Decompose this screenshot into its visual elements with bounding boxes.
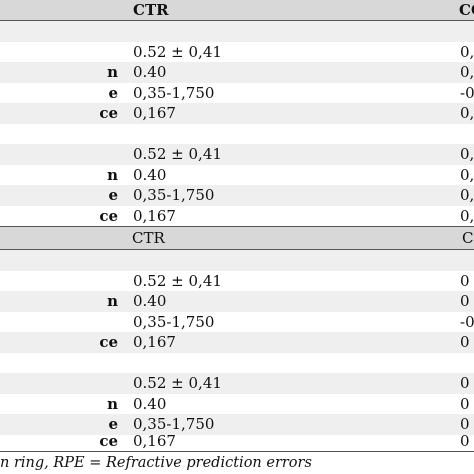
- table-row: e 0,35-1,750 0,: [0, 185, 474, 206]
- cell-col3: 0,: [460, 63, 474, 81]
- table-row: 0.52 ± 0,41 0: [0, 373, 474, 394]
- row-label: n: [107, 394, 118, 413]
- table-header-row: CTR CO: [0, 0, 474, 21]
- table-row: n 0.40 0,: [0, 165, 474, 186]
- header-col3-2: C: [462, 229, 474, 247]
- cell-ctr: 0,167: [133, 333, 176, 351]
- row-label: e: [108, 83, 118, 102]
- cell-col3: 0,: [460, 145, 474, 163]
- row-label: e: [108, 186, 118, 204]
- table-row: 0.52 ± 0,41 0,: [0, 144, 474, 165]
- row-label: n: [107, 292, 118, 310]
- table-row: ce 0,167 0,: [0, 206, 474, 227]
- table-row: [0, 250, 474, 271]
- header-rule-2: [0, 249, 474, 250]
- cell-ctr: 0.40: [133, 63, 167, 81]
- row-label: ce: [99, 333, 118, 351]
- cell-col3: 0,: [460, 186, 474, 204]
- cell-col3: 0: [460, 432, 470, 450]
- cell-col3: 0: [460, 374, 470, 392]
- cell-ctr: 0,167: [133, 432, 176, 450]
- cell-ctr: 0,167: [133, 206, 176, 225]
- cell-ctr: 0.52 ± 0,41: [133, 145, 222, 163]
- table-row: ce 0,167 0,: [0, 103, 474, 124]
- cell-col3: 0,: [460, 206, 474, 225]
- cell-col3: -0: [460, 312, 474, 331]
- cell-ctr: 0,35-1,750: [133, 312, 215, 331]
- cell-ctr: 0.52 ± 0,41: [133, 42, 222, 61]
- table-row: [0, 353, 474, 374]
- row-label: n: [107, 63, 118, 81]
- row-label: ce: [99, 206, 118, 225]
- cell-ctr: 0.40: [133, 292, 167, 310]
- section-rule: [0, 226, 474, 227]
- table-row: 0.52 ± 0,41 0,: [0, 42, 474, 63]
- table-row: n 0.40 0,: [0, 62, 474, 83]
- row-label: n: [107, 165, 118, 184]
- cell-col3: 0,: [460, 165, 474, 184]
- header-col3: CO: [459, 1, 474, 19]
- header-rule: [0, 20, 474, 21]
- table-row: 0,35-1,750 -0: [0, 312, 474, 333]
- table-row: ce 0,167 0: [0, 332, 474, 353]
- cell-col3: 0: [460, 271, 470, 290]
- table-row: n 0.40 0: [0, 291, 474, 312]
- table-row: [0, 21, 474, 42]
- row-label: ce: [99, 432, 118, 450]
- table-row: [0, 124, 474, 145]
- row-label: ce: [99, 104, 118, 122]
- row-label: e: [108, 415, 118, 433]
- cell-ctr: 0.40: [133, 394, 167, 413]
- cell-ctr: 0,35-1,750: [133, 83, 215, 102]
- cell-ctr: 0,35-1,750: [133, 186, 215, 204]
- cell-ctr: 0,167: [133, 104, 176, 122]
- cell-col3: 0: [460, 333, 470, 351]
- table-row: n 0.40 0: [0, 394, 474, 415]
- table-footnote: n ring, RPE = Refractive prediction erro…: [0, 455, 312, 471]
- table-row: e 0,35-1,750 0: [0, 414, 474, 435]
- cell-col3: 0,: [460, 104, 474, 122]
- cell-col3: 0,: [460, 42, 474, 61]
- header-ctr: CTR: [133, 1, 169, 19]
- table-row: e 0,35-1,750 -0: [0, 83, 474, 104]
- cell-col3: 0: [460, 292, 470, 310]
- header-ctr-2: CTR: [132, 229, 165, 247]
- table-header-row-2: CTR C: [0, 227, 474, 249]
- cell-ctr: 0.52 ± 0,41: [133, 374, 222, 392]
- table-row: ce 0,167 0: [0, 431, 474, 452]
- bottom-rule: [0, 451, 474, 452]
- cell-col3: 0: [460, 394, 470, 413]
- table-row: 0.52 ± 0,41 0: [0, 271, 474, 292]
- cell-ctr: 0.40: [133, 165, 167, 184]
- cell-ctr: 0.52 ± 0,41: [133, 271, 222, 290]
- cell-ctr: 0,35-1,750: [133, 415, 215, 433]
- cell-col3: 0: [460, 415, 470, 433]
- cell-col3: -0: [460, 83, 474, 102]
